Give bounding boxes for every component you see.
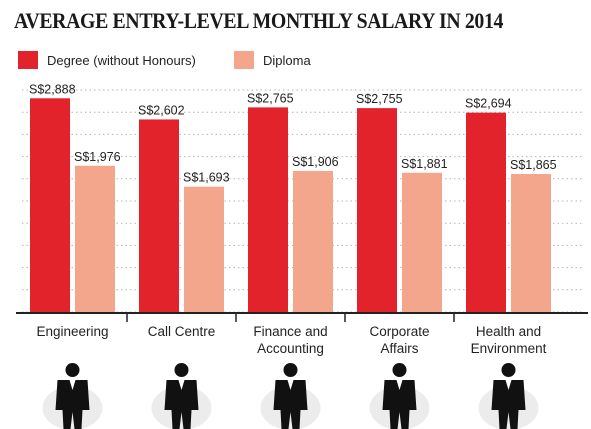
data-label-diploma: S$1,865	[510, 158, 557, 172]
bar-diploma	[293, 170, 333, 312]
data-label-degree: S$2,694	[465, 97, 512, 111]
category-label: Affairs	[380, 341, 418, 356]
data-label-degree: S$2,765	[247, 91, 294, 105]
chart-title: AVERAGE ENTRY-LEVEL MONTHLY SALARY IN 20…	[14, 8, 504, 33]
data-label-diploma: S$1,881	[401, 157, 448, 171]
legend-label-diploma: Diploma	[263, 52, 311, 68]
bar-degree	[357, 108, 397, 312]
data-label-degree: S$2,602	[138, 103, 185, 117]
legend-swatch-degree	[18, 51, 38, 69]
category-label: Environment	[471, 341, 547, 356]
health-inspector-figure-icon	[478, 363, 539, 429]
bar-diploma	[402, 172, 442, 312]
businessman-figure-icon	[260, 363, 321, 429]
category-label: Call Centre	[148, 324, 216, 339]
business-professional-figure-icon	[369, 363, 430, 429]
legend-label-degree: Degree (without Honours)	[47, 52, 196, 68]
category-label: Finance and	[253, 324, 327, 339]
category-label: Health and	[476, 324, 541, 339]
category-label: Engineering	[36, 324, 108, 339]
category-label: Accounting	[257, 341, 324, 356]
legend-item-degree: Degree (without Honours)	[18, 50, 196, 70]
bar-degree	[30, 98, 70, 313]
bar-diploma	[184, 186, 224, 312]
legend-swatch-diploma	[234, 51, 254, 69]
data-label-degree: S$2,888	[29, 82, 76, 96]
data-label-diploma: S$1,976	[74, 150, 121, 164]
engineer-figure-icon	[42, 363, 103, 429]
legend-item-diploma: Diploma	[234, 50, 311, 70]
category-label: Corporate	[369, 324, 429, 339]
bar-degree	[248, 107, 288, 312]
bar-diploma	[75, 165, 115, 312]
data-label-degree: S$2,755	[356, 92, 403, 106]
bar-diploma	[511, 173, 551, 312]
data-label-diploma: S$1,693	[183, 171, 230, 185]
bar-degree	[466, 112, 506, 312]
data-label-diploma: S$1,906	[292, 155, 339, 169]
bar-degree	[139, 119, 179, 313]
call-centre-agent-figure-icon	[151, 363, 212, 429]
